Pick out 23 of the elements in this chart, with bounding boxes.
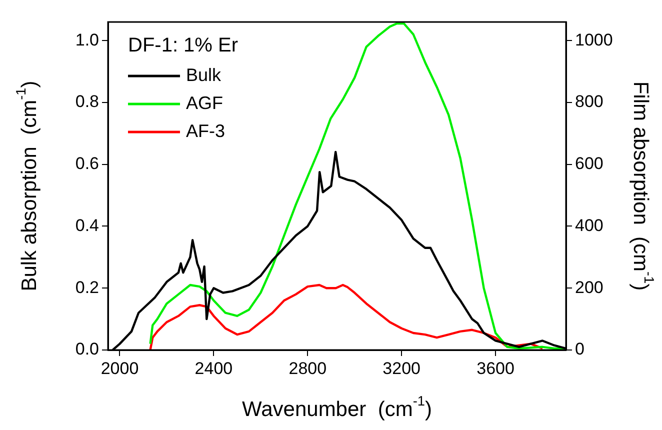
legend-label: AGF [186,92,224,113]
x-tick-label: 3200 [382,358,421,378]
y2-axis-title: Film absorption (cm-1) [629,81,657,291]
y2-tick-label: 0 [575,340,584,359]
y2-tick-label: 200 [575,278,604,297]
y2-tick-label: 400 [575,216,604,235]
y-tick-label: 0.2 [75,278,99,297]
y-tick-label: 0.8 [75,92,99,112]
y-tick-label: 1.0 [75,30,99,50]
x-tick-label: 2800 [288,358,327,378]
y2-tick-label: 600 [575,154,604,174]
legend-label: Bulk [186,64,222,85]
y2-tick-label: 800 [575,92,604,112]
legend-title: DF-1: 1% Er [128,34,238,57]
x-tick-label: 2400 [194,358,233,378]
y2-tick-label: 1000 [575,30,613,50]
y-axis-title: Bulk absorption (cm-1) [13,80,41,292]
x-tick-label: 2000 [100,358,139,378]
y-tick-label: 0.4 [75,216,99,235]
legend-label: AF-3 [186,120,226,141]
y-tick-label: 0.0 [75,340,99,359]
x-tick-label: 3600 [476,358,514,378]
y-tick-label: 0.6 [75,154,99,174]
